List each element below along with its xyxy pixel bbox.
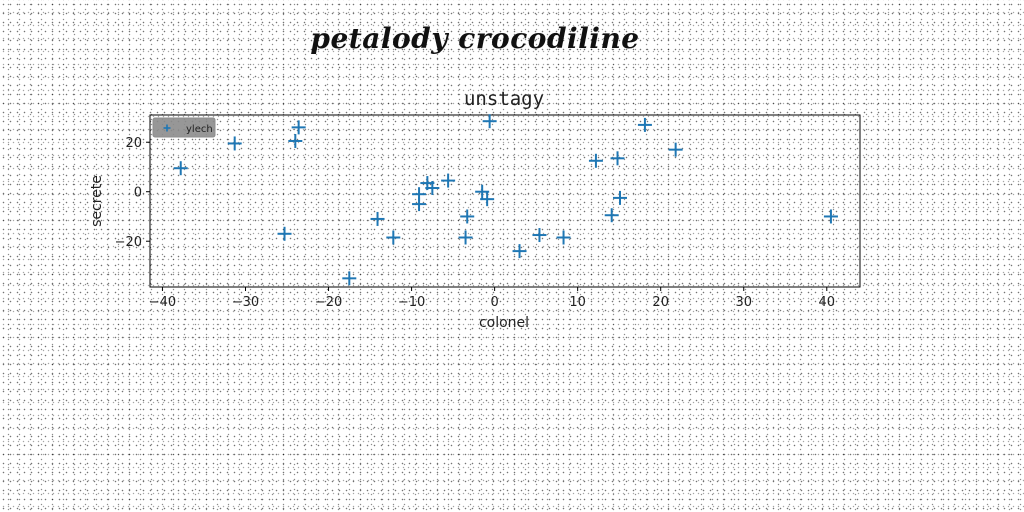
- data-point: [613, 190, 628, 205]
- data-points: [173, 114, 838, 286]
- data-point: [668, 142, 683, 157]
- legend-label: ylech: [186, 124, 213, 135]
- data-point: [556, 230, 571, 245]
- y-tick-label: 20: [125, 136, 142, 151]
- x-tick-label: −20: [315, 295, 342, 310]
- x-tick-label: 20: [652, 295, 669, 310]
- y-axis: −20 0 20: [115, 136, 150, 250]
- data-point: [532, 228, 547, 243]
- data-point: [386, 230, 401, 245]
- data-point: [637, 117, 652, 132]
- figure-title: petalody crocodiline: [310, 22, 640, 55]
- x-tick-label: 10: [569, 295, 586, 310]
- x-tick-label: 30: [735, 295, 752, 310]
- x-tick-label: −40: [149, 295, 176, 310]
- data-point: [604, 208, 619, 223]
- data-point: [288, 133, 303, 148]
- data-point: [412, 197, 427, 212]
- x-axis-label: colonel: [479, 315, 529, 331]
- x-axis: −40 −30 −20 −10 0 10 20 30 40: [149, 287, 835, 310]
- legend: ylech: [152, 117, 216, 138]
- data-point: [425, 181, 440, 196]
- data-point: [480, 192, 495, 207]
- data-point: [277, 226, 292, 241]
- x-tick-label: 40: [819, 295, 836, 310]
- data-point: [482, 114, 497, 129]
- data-point: [475, 184, 490, 199]
- y-axis-label: secrete: [89, 175, 105, 227]
- data-point: [173, 161, 188, 176]
- data-point: [458, 230, 473, 245]
- data-point: [512, 244, 527, 259]
- data-point: [823, 209, 838, 224]
- plot-area: [149, 114, 861, 288]
- x-tick-label: −10: [398, 295, 425, 310]
- data-point: [588, 153, 603, 168]
- data-point: [610, 151, 625, 166]
- data-point: [227, 136, 242, 151]
- data-point: [441, 173, 456, 188]
- chart-title: unstagy: [464, 88, 544, 110]
- legend-box: [152, 117, 216, 138]
- data-point: [370, 211, 385, 226]
- x-tick-label: −30: [232, 295, 259, 310]
- x-tick-label: 0: [490, 295, 498, 310]
- y-tick-label: 0: [134, 186, 142, 201]
- legend-marker-plus-icon: [163, 124, 171, 132]
- data-point: [291, 120, 306, 135]
- y-tick-label: −20: [115, 235, 142, 250]
- data-point: [460, 209, 475, 224]
- data-point: [342, 271, 357, 286]
